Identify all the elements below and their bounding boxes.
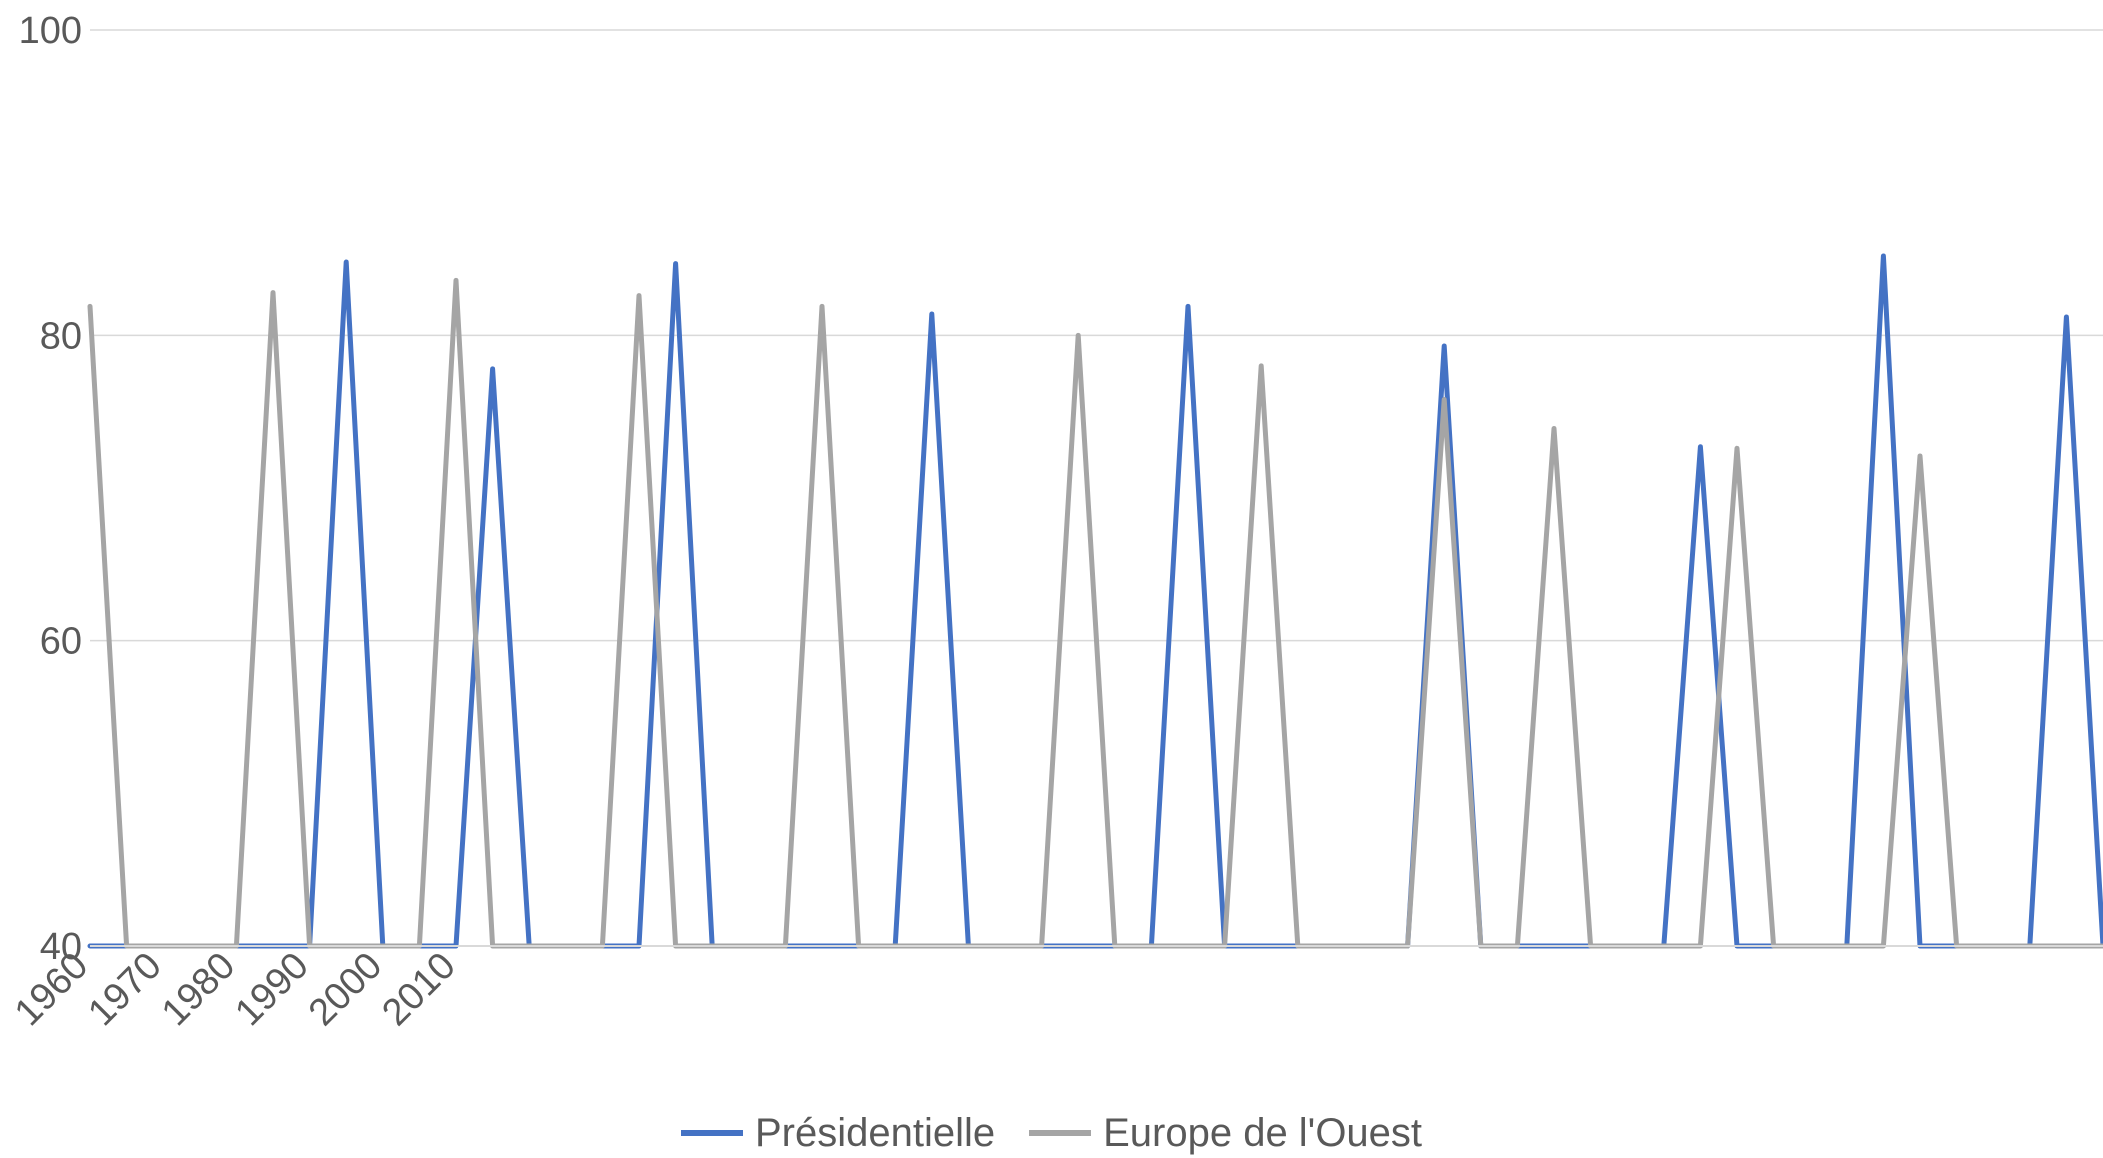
legend-swatch-presidentielle — [680, 1130, 743, 1136]
y-tick-label: 80 — [40, 315, 82, 357]
legend-item-presidentielle: Présidentielle — [680, 1110, 996, 1156]
x-tick-label: 1990 — [227, 945, 316, 1034]
legend-swatch-europe-de-l-ouest — [1029, 1130, 1092, 1136]
y-tick-label: 60 — [40, 621, 82, 663]
y-tick-label: 40 — [40, 926, 82, 968]
legend-item-europe-de-l-ouest: Europe de l'Ouest — [1029, 1111, 1422, 1156]
x-tick-label: 2010 — [374, 945, 463, 1034]
series-lines — [87, 253, 2103, 949]
series-line-1 — [87, 277, 2103, 949]
legend: Présidentielle Europe de l'Ouest — [0, 1108, 2103, 1158]
x-tick-label: 2000 — [301, 945, 390, 1034]
x-tick-label: 1980 — [154, 945, 243, 1034]
legend-label-presidentielle: Présidentielle — [754, 1110, 996, 1155]
legend-label-europe-de-l-ouest: Europe de l'Ouest — [1103, 1110, 1423, 1155]
y-axis: 40 60 80 100 — [19, 10, 82, 968]
x-tick-label: 1970 — [80, 945, 169, 1034]
gridlines — [90, 29, 2103, 642]
y-tick-label: 100 — [19, 10, 82, 52]
